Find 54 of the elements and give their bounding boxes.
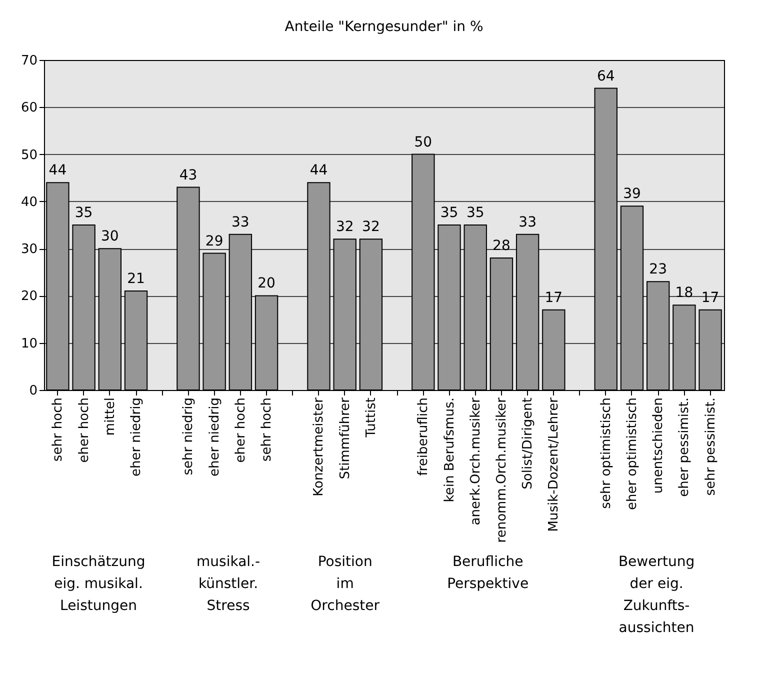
text: Position im Orchester	[310, 554, 380, 614]
y-tick-label: 70	[20, 54, 38, 68]
data-label: 20	[258, 276, 276, 292]
x-tick-label: kein Berufsmus.	[442, 398, 458, 502]
x-tick-label: Tuttist	[364, 398, 379, 438]
data-label: 44	[310, 162, 328, 179]
text: musikal.- künstler. Stress	[196, 554, 260, 614]
y-tick-label: 50	[20, 148, 38, 163]
data-label: 35	[74, 205, 93, 221]
y-tick-label: 40	[20, 194, 38, 210]
x-tick-label: anerk.Orch.musiker	[468, 396, 484, 526]
x-tick-label: Konzertmeister	[312, 396, 327, 496]
x-tick-label: sehr pessimist.	[703, 398, 718, 496]
data-label: 35	[466, 205, 484, 221]
x-tick-label: renomm.Orch.musiker	[494, 396, 510, 543]
x-tick-label: mittel	[102, 398, 118, 436]
y-tick-label: 30	[20, 242, 38, 258]
data-label: 43	[179, 167, 198, 184]
data-label: 33	[518, 214, 536, 230]
x-tick-label: eher pessimist.	[677, 398, 692, 497]
data-label: 30	[101, 228, 119, 245]
data-label: 35	[440, 205, 458, 221]
data-label: 39	[623, 186, 641, 202]
x-tick-label: sehr niedrig	[181, 398, 196, 476]
x-tick-label: sehr optimistisch	[598, 398, 614, 509]
data-label: 29	[205, 233, 224, 250]
text: Bewertung der eig. Zukunfts- aussichten	[618, 554, 695, 636]
x-tick-label: eher optimistisch	[624, 398, 640, 510]
data-label: 32	[362, 219, 380, 236]
x-tick-label: sehr hoch	[50, 398, 66, 462]
x-tick-label: eher hoch	[76, 398, 92, 463]
text: Einschätzung eig. musikal. Leistungen	[52, 554, 146, 614]
y-tick-label: 0	[29, 384, 38, 398]
x-tick-label: Musik-Dozent/Lehrer	[546, 396, 562, 532]
data-label: 21	[127, 271, 145, 287]
x-tick-label: eher niedrig	[129, 398, 144, 477]
x-tick-label: Solist/Dirigent	[520, 398, 536, 490]
data-label: 33	[232, 214, 250, 230]
y-tick-label: 20	[20, 289, 38, 304]
y-tick-label: 10	[20, 336, 38, 352]
x-tick-label: eher niedrig	[207, 398, 222, 477]
data-label: 64	[596, 68, 615, 84]
x-tick-label: sehr hoch	[260, 398, 275, 462]
y-tick-label: 60	[20, 100, 38, 116]
x-tick-label: freiberuflich	[416, 398, 432, 476]
data-label: 50	[414, 134, 432, 150]
data-label: 23	[649, 262, 667, 278]
data-label: 44	[48, 162, 67, 179]
x-tick-label: eher hoch	[233, 398, 248, 463]
x-tick-label: Stimmführer	[338, 396, 353, 480]
data-label: 32	[336, 219, 354, 236]
x-tick-label: unentschieden	[651, 398, 666, 494]
chart-title: Anteile "Kerngesunder" in %	[284, 19, 484, 35]
text: Berufliche Perspektive	[447, 554, 529, 592]
